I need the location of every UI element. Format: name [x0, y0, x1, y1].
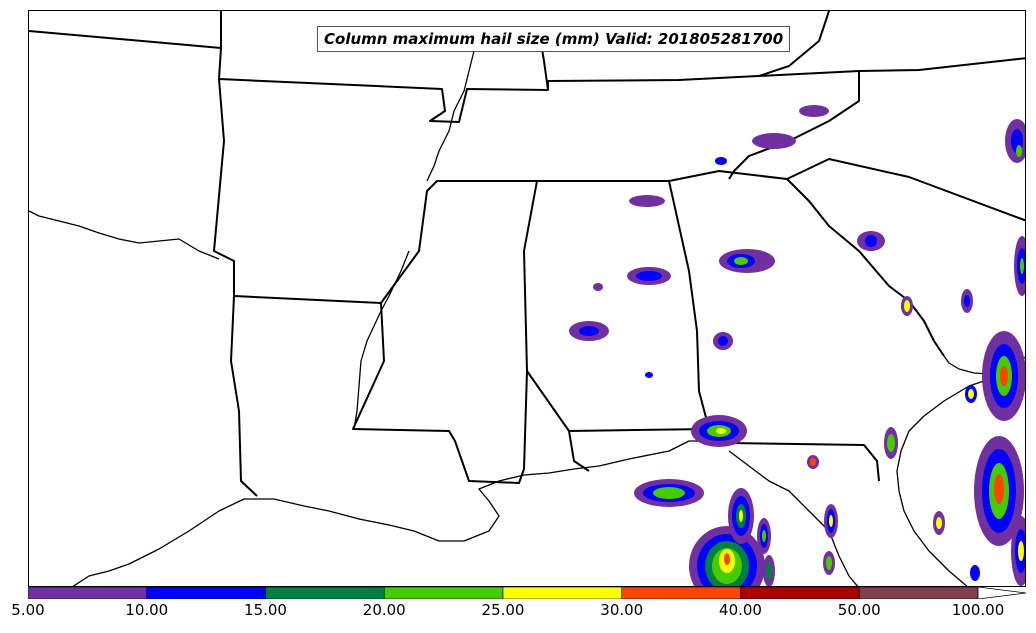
hail-cell [752, 133, 796, 149]
hail-cell [970, 565, 980, 581]
hail-cell [734, 257, 748, 265]
coastline-path [426, 32, 475, 182]
colorbar-tick-label: 50.00 [837, 601, 881, 619]
colorbar-tick-label: 10.00 [125, 601, 169, 619]
hail-cell [968, 389, 974, 399]
colorbar-swatch [265, 587, 385, 599]
border-line [213, 78, 1025, 484]
coastline-path [728, 450, 859, 586]
colorbar-tick-label: 20.00 [362, 601, 406, 619]
colorbar-extend-arrow [977, 587, 1026, 599]
colorbar-swatch [502, 587, 623, 599]
colorbar-tick-label: 40.00 [719, 601, 762, 619]
hail-cell [762, 530, 766, 542]
map-plot-area: Column maximum hail size (mm) Valid: 201… [28, 10, 1026, 587]
hail-cell [865, 235, 877, 247]
hail-cell [593, 283, 603, 291]
hail-cell [636, 271, 662, 281]
hail-cell [1018, 541, 1024, 561]
hail-cell [766, 562, 772, 580]
colorbar-swatch [858, 587, 979, 599]
hail-cell [799, 105, 829, 117]
hail-cell [579, 326, 599, 336]
colorbar-tick-label: 100.00 [951, 601, 1005, 619]
border-line [786, 178, 945, 357]
border-line [230, 295, 258, 497]
hail-cell [1016, 145, 1022, 157]
boundaries [29, 11, 1025, 497]
hail-cell [829, 515, 833, 527]
hail-cell [826, 556, 832, 570]
colorbar [28, 587, 1026, 599]
colorbar-tick-label: 15.00 [244, 601, 287, 619]
colorbar-tick-label: 25.00 [481, 601, 525, 619]
hail-cell [1020, 258, 1024, 274]
hail-cell [887, 434, 895, 452]
border-line [526, 370, 710, 432]
hail-cell [716, 428, 726, 434]
colorbar-swatch [28, 587, 148, 599]
border-line [568, 430, 590, 472]
hail-cell [936, 517, 942, 529]
coastline-path [72, 440, 709, 586]
colorbar-tick-label: 5.00 [11, 601, 45, 619]
map-canvas [29, 11, 1025, 586]
hail-cell [629, 195, 665, 207]
map-title: Column maximum hail size (mm) Valid: 201… [317, 26, 791, 52]
hail-cell [715, 157, 727, 165]
border-line [380, 180, 537, 304]
hail-contours [569, 105, 1025, 586]
border-line [29, 30, 222, 49]
hail-cell [964, 295, 970, 307]
border-line [728, 71, 860, 180]
colorbar-tick-label: 30.00 [600, 601, 644, 619]
border-line [758, 11, 830, 77]
hail-cell [724, 553, 730, 565]
coastline-path [29, 210, 220, 260]
hail-cell [810, 458, 816, 466]
hail-cell [718, 336, 728, 346]
hail-cell [994, 474, 1004, 504]
coastline [29, 32, 1025, 586]
hail-cell [739, 510, 743, 522]
hail-cell [1000, 366, 1008, 386]
coastline-path [353, 250, 410, 430]
coastline-path [896, 370, 1025, 586]
hail-cell [645, 372, 653, 378]
colorbar-swatch [621, 587, 741, 599]
colorbar-swatch [146, 587, 266, 599]
colorbar-swatch [383, 587, 504, 599]
hail-cell [904, 300, 910, 312]
colorbar-swatch [740, 587, 860, 599]
hail-cell [653, 487, 685, 499]
border-line [218, 11, 1025, 123]
